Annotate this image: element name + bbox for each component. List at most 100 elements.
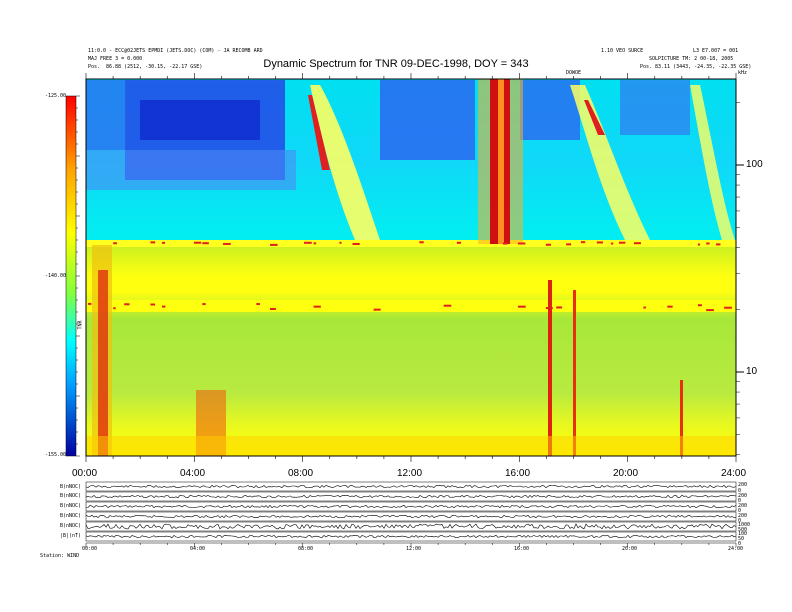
panel-right-3b: 0: [738, 508, 742, 514]
red-segment: [150, 241, 156, 244]
red-segment: [556, 306, 563, 309]
burst-core-1: [308, 95, 330, 170]
red-segment: [352, 242, 360, 245]
unit-label: kHz: [738, 70, 748, 76]
red-segment: [580, 241, 586, 244]
panel-frame: [85, 501, 737, 512]
x-tick-1200: 12:00: [397, 468, 423, 479]
panel-right-1a: 200: [738, 482, 748, 488]
panel-label-1: B(nNOC): [60, 484, 82, 490]
red-segment: [545, 307, 553, 310]
panel-label-4: B(nNOC): [60, 513, 82, 519]
red-segment: [706, 242, 710, 245]
header-left-line1: 11:0.0 - ECC@02JETS EPMDI (JETS.DOC) (CO…: [88, 48, 263, 54]
red-segment: [643, 306, 646, 309]
panel-trace: [85, 494, 737, 499]
red-segment: [193, 241, 202, 244]
x-tick-1600: 16:00: [505, 468, 531, 479]
panel-right-5a: 1000: [738, 522, 751, 528]
burst-ridge-3: [690, 85, 735, 240]
right-axis: [736, 102, 744, 455]
x-tick-2400: 24:00: [721, 468, 747, 479]
red-segment: [667, 305, 673, 308]
colorbar: [65, 95, 77, 457]
bottom-tick-2: 08:00: [298, 546, 314, 552]
red-segment: [113, 242, 117, 245]
red-segment: [256, 303, 260, 306]
red-segment: [202, 242, 209, 245]
red-segment: [545, 243, 552, 246]
chart-title: Dynamic Spectrum for TNR 09-DEC-1998, DO…: [263, 58, 529, 70]
header-right-line1: 1.10 VEO SURCE: [601, 48, 644, 54]
red-segment: [419, 241, 424, 244]
blue-region-3: [86, 80, 126, 150]
lower-band: [86, 245, 736, 456]
red-segment: [715, 243, 721, 246]
burst-ridge-2: [570, 85, 650, 240]
red-segment: [339, 241, 342, 244]
red-segment: [697, 304, 702, 307]
spike-2: [573, 290, 576, 456]
red-segment: [313, 305, 321, 308]
blue-region-6: [620, 80, 690, 135]
spike-1: [548, 280, 552, 456]
panel-right-6a: 100: [738, 531, 748, 537]
panel-right-6b: 50: [738, 536, 745, 542]
bottom-tick-5: 20:00: [622, 546, 638, 552]
x-tick-2000: 20:00: [613, 468, 639, 479]
panel-trace: [85, 523, 737, 530]
top-ticks: [85, 73, 737, 462]
spectrogram: [86, 79, 736, 456]
bottom-tick-4: 16:00: [514, 546, 530, 552]
panel-frame: [85, 511, 737, 522]
panel-right-4a: 200: [738, 513, 748, 519]
red-segment: [502, 242, 508, 245]
blue-region-4: [380, 80, 475, 160]
panel-right-2a: 200: [738, 493, 748, 499]
left-column: [98, 270, 108, 456]
x-tick-0400: 04:00: [180, 468, 206, 479]
red-segment: [161, 241, 165, 244]
red-segment: [304, 241, 312, 244]
panel-right-3a: 200: [738, 503, 748, 509]
red-segment: [270, 243, 278, 246]
red-segment: [124, 303, 130, 306]
x-tick-0000: 00:00: [72, 468, 98, 479]
red-segment: [202, 303, 206, 306]
red-segment: [222, 242, 231, 245]
field-panels: [85, 481, 737, 547]
marker-label: DOWOE: [566, 70, 582, 76]
panel-trace: [85, 514, 737, 519]
red-segment: [517, 242, 526, 245]
red-segment: [566, 243, 572, 246]
panel-label-3: B(nNOC): [60, 503, 82, 509]
yellow-band-middle: [86, 300, 736, 312]
red-segment: [88, 302, 92, 305]
panel-right-4b: 0: [738, 518, 742, 524]
header-left-pos-label: Pos.: [88, 64, 101, 70]
header-right-line1b: L3 E7.007 = 001: [693, 48, 739, 54]
red-segment: [150, 303, 155, 306]
bottom-tick-3: 12:00: [406, 546, 422, 552]
red-segment: [161, 305, 166, 308]
red-segment: [618, 241, 626, 244]
red-segment: [313, 242, 317, 245]
burst-ridge-1: [310, 85, 380, 240]
header-right-line2: SOLPICTURE TM: 2 00-18, 2005: [649, 56, 734, 62]
red-segment: [633, 242, 641, 245]
blue-region-2: [140, 100, 260, 140]
yellow-band-upper: [86, 240, 736, 247]
header-left-line2: MAJ FREE 3 = 0.000: [88, 56, 143, 62]
panel-trace: [85, 534, 737, 539]
red-segment: [270, 307, 276, 310]
colorbar-tick-bottom: -155.00: [45, 452, 67, 458]
panel-label-6: |B|(nT): [60, 533, 82, 539]
panel-right-5b: 500: [738, 527, 748, 533]
panel-label-2: B(nNOC): [60, 493, 82, 499]
red-segment: [373, 308, 381, 311]
panel-trace: [86, 504, 737, 509]
header-right-pos-value: 83.11 (3443, -24.35, -22.35 GSE): [655, 64, 752, 70]
bottom-tick-1: 04:00: [190, 546, 206, 552]
red-segment: [596, 241, 603, 244]
